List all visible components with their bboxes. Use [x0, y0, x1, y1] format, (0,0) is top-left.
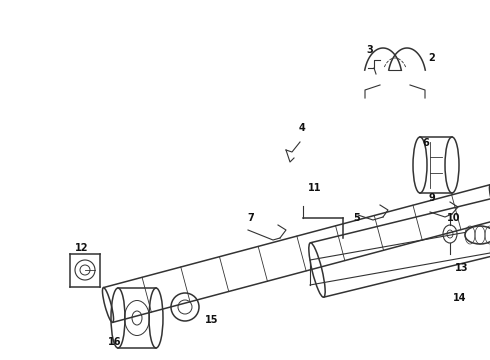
Text: 16: 16: [108, 337, 122, 347]
Ellipse shape: [465, 226, 490, 244]
Text: 7: 7: [247, 213, 254, 223]
Text: 15: 15: [205, 315, 219, 325]
Text: 9: 9: [429, 193, 436, 203]
Text: 4: 4: [298, 123, 305, 133]
Text: 14: 14: [453, 293, 467, 303]
Text: 12: 12: [75, 243, 89, 253]
Text: 10: 10: [447, 213, 461, 223]
Text: 3: 3: [367, 45, 373, 55]
Text: 13: 13: [455, 263, 469, 273]
Text: 2: 2: [429, 53, 436, 63]
Text: 6: 6: [423, 138, 429, 148]
Text: 5: 5: [354, 213, 360, 223]
Text: 11: 11: [308, 183, 322, 193]
